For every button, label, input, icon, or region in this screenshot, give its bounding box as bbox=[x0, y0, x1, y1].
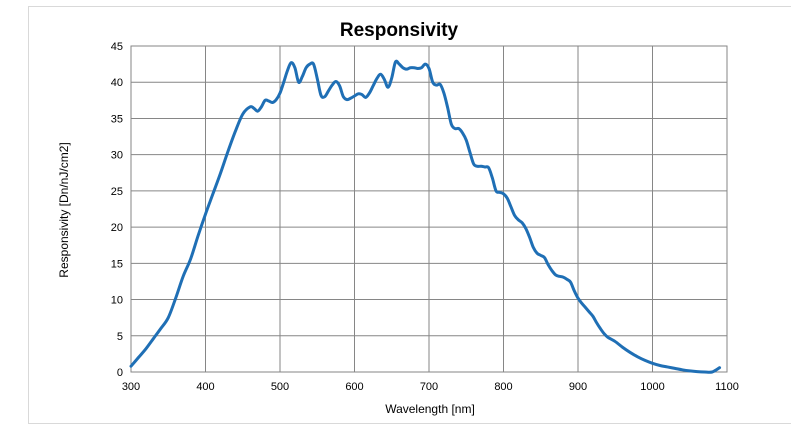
y-tick-label: 45 bbox=[111, 41, 123, 53]
x-tick-label: 300 bbox=[122, 381, 140, 393]
x-tick-label: 400 bbox=[196, 381, 214, 393]
y-tick-label: 25 bbox=[111, 186, 123, 198]
y-tick-label: 30 bbox=[111, 150, 123, 162]
y-tick-label: 10 bbox=[111, 295, 123, 307]
x-tick-label: 700 bbox=[420, 381, 438, 393]
y-tick-label: 5 bbox=[117, 331, 123, 343]
grid-lines bbox=[130, 45, 728, 373]
x-tick-label: 800 bbox=[494, 381, 512, 393]
y-tick-label: 0 bbox=[117, 367, 123, 379]
tick-labels: 300 400 500 600 700 800 900 1000 1100 0 5 10 15 20 25 3… bbox=[111, 41, 739, 393]
x-axis-label: Wavelength [nm] bbox=[385, 402, 475, 416]
x-tick-label: 600 bbox=[345, 381, 363, 393]
x-tick-label: 1000 bbox=[640, 381, 664, 393]
responsivity-series-line bbox=[129, 59, 722, 374]
x-tick-label: 1100 bbox=[715, 381, 739, 393]
y-tick-label: 20 bbox=[111, 222, 123, 234]
chart-title: Responsivity bbox=[340, 20, 459, 41]
y-axis-label: Responsivity [Dn/nJ/cm2] bbox=[57, 142, 71, 277]
x-tick-label: 500 bbox=[271, 381, 289, 393]
y-tick-label: 35 bbox=[111, 113, 123, 125]
chart-frame bbox=[28, 6, 791, 424]
y-tick-label: 15 bbox=[111, 258, 123, 270]
y-tick-label: 40 bbox=[111, 77, 123, 89]
x-tick-label: 900 bbox=[569, 381, 587, 393]
plot-area-border bbox=[130, 45, 728, 373]
series-layer bbox=[129, 59, 722, 374]
